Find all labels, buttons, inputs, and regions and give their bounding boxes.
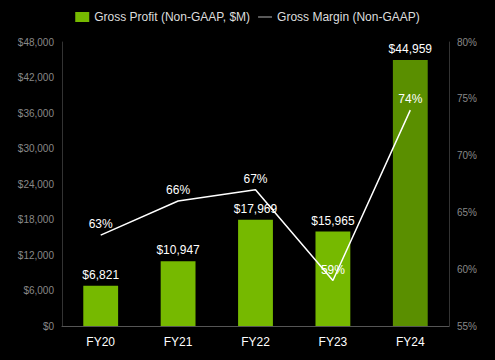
svg-text:$48,000: $48,000 xyxy=(18,37,55,48)
svg-text:$24,000: $24,000 xyxy=(18,179,55,190)
svg-text:FY23: FY23 xyxy=(319,335,348,349)
svg-text:$12,000: $12,000 xyxy=(18,250,55,261)
svg-text:80%: 80% xyxy=(457,37,477,48)
svg-text:Gross Margin (Non-GAAP): Gross Margin (Non-GAAP) xyxy=(277,10,420,24)
svg-text:FY24: FY24 xyxy=(396,335,425,349)
svg-text:$17,969: $17,969 xyxy=(233,201,278,216)
svg-text:75%: 75% xyxy=(457,93,477,104)
svg-text:$15,965: $15,965 xyxy=(311,214,355,228)
svg-text:Gross Profit (Non-GAAP, $M): Gross Profit (Non-GAAP, $M) xyxy=(94,10,250,24)
svg-text:$30,000: $30,000 xyxy=(18,143,55,154)
svg-text:$6,821: $6,821 xyxy=(82,268,119,282)
svg-text:FY20: FY20 xyxy=(86,335,115,349)
svg-text:70%: 70% xyxy=(457,150,477,161)
svg-text:60%: 60% xyxy=(457,264,477,275)
svg-text:$44,959: $44,959 xyxy=(389,42,433,56)
svg-text:67%: 67% xyxy=(243,172,267,186)
svg-text:66%: 66% xyxy=(166,183,190,197)
svg-text:65%: 65% xyxy=(457,207,477,218)
svg-text:$10,947: $10,947 xyxy=(156,243,200,257)
svg-text:74%: 74% xyxy=(398,92,422,106)
svg-text:$36,000: $36,000 xyxy=(18,108,55,119)
svg-text:$6,000: $6,000 xyxy=(23,285,54,296)
svg-text:$0: $0 xyxy=(43,321,55,332)
svg-text:59%: 59% xyxy=(321,263,345,277)
svg-text:$42,000: $42,000 xyxy=(18,72,55,83)
svg-text:FY22: FY22 xyxy=(241,335,270,349)
svg-text:63%: 63% xyxy=(89,217,113,231)
svg-text:$18,000: $18,000 xyxy=(18,214,55,225)
svg-text:FY21: FY21 xyxy=(164,335,193,349)
svg-text:55%: 55% xyxy=(457,321,477,332)
